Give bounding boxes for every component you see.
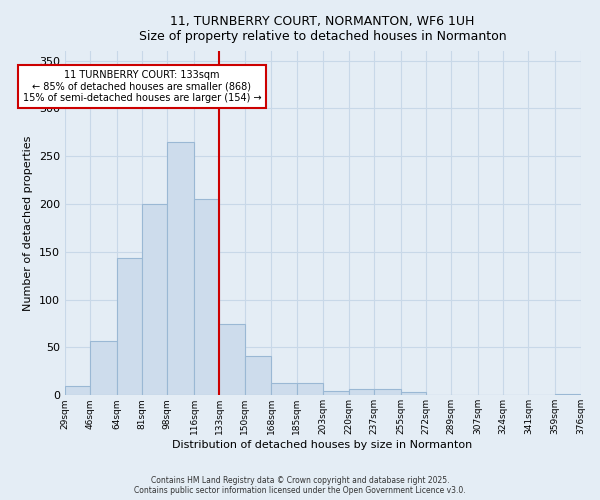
Bar — [271, 383, 296, 396]
Bar — [401, 392, 426, 396]
Bar — [167, 142, 194, 396]
Bar — [245, 356, 271, 396]
Bar — [349, 388, 374, 396]
Bar — [219, 324, 245, 396]
Text: 11 TURNBERRY COURT: 133sqm
← 85% of detached houses are smaller (868)
15% of sem: 11 TURNBERRY COURT: 133sqm ← 85% of deta… — [23, 70, 261, 103]
Bar — [90, 341, 116, 396]
Bar — [555, 394, 580, 396]
Bar — [194, 200, 219, 396]
Bar — [374, 388, 401, 396]
Text: Contains HM Land Registry data © Crown copyright and database right 2025.
Contai: Contains HM Land Registry data © Crown c… — [134, 476, 466, 495]
Bar — [323, 390, 349, 396]
Title: 11, TURNBERRY COURT, NORMANTON, WF6 1UH
Size of property relative to detached ho: 11, TURNBERRY COURT, NORMANTON, WF6 1UH … — [139, 15, 506, 43]
Bar — [142, 204, 167, 396]
Y-axis label: Number of detached properties: Number of detached properties — [23, 136, 33, 311]
Bar — [116, 258, 142, 396]
Bar — [296, 383, 323, 396]
X-axis label: Distribution of detached houses by size in Normanton: Distribution of detached houses by size … — [172, 440, 473, 450]
Bar — [65, 386, 90, 396]
